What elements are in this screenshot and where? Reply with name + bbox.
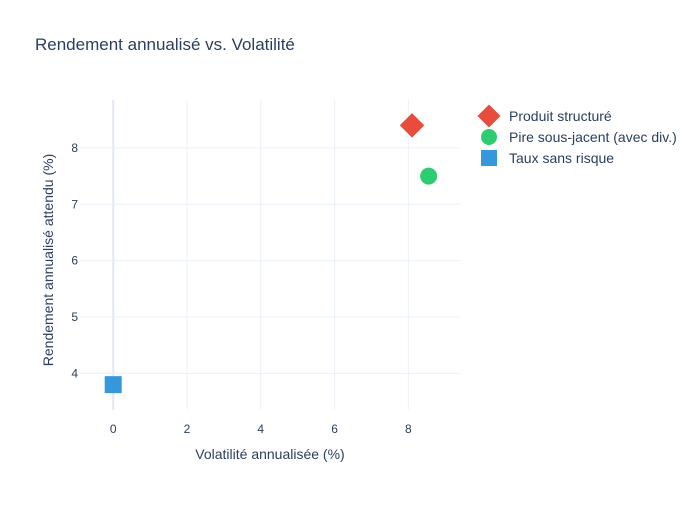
y-tick-label: 5 bbox=[71, 310, 78, 324]
x-tick-label: 2 bbox=[184, 422, 191, 436]
legend[interactable]: Produit structuré Pire sous-jacent (avec … bbox=[477, 104, 677, 166]
x-tick-label: 4 bbox=[257, 422, 264, 436]
tick-labels: 0 2 4 6 8 4 5 6 7 8 bbox=[71, 141, 412, 436]
y-tick-label: 4 bbox=[71, 366, 78, 380]
x-tick-label: 6 bbox=[331, 422, 338, 436]
legend-label: Taux sans risque bbox=[509, 150, 614, 166]
legend-label: Produit structuré bbox=[509, 108, 612, 124]
chart-title: Rendement annualisé vs. Volatilité bbox=[35, 35, 295, 54]
diamond-marker bbox=[399, 113, 425, 138]
legend-square-icon bbox=[481, 150, 497, 166]
legend-label: Pire sous-jacent (avec div.) bbox=[509, 129, 677, 145]
legend-circle-icon bbox=[481, 129, 497, 145]
x-tick-label: 8 bbox=[405, 422, 412, 436]
circle-marker bbox=[420, 167, 438, 185]
y-tick-label: 8 bbox=[71, 141, 78, 155]
legend-item[interactable]: Pire sous-jacent (avec div.) bbox=[481, 129, 677, 145]
legend-item[interactable]: Taux sans risque bbox=[481, 150, 614, 166]
gridlines bbox=[80, 100, 460, 410]
y-tick-label: 6 bbox=[71, 254, 78, 268]
x-tick-label: 0 bbox=[110, 422, 117, 436]
legend-item[interactable]: Produit structuré bbox=[477, 104, 612, 128]
legend-diamond-icon bbox=[477, 104, 501, 128]
data-points bbox=[104, 113, 438, 394]
square-marker bbox=[104, 376, 122, 394]
y-tick-label: 7 bbox=[71, 197, 78, 211]
x-axis-title: Volatilité annualisée (%) bbox=[195, 446, 344, 462]
y-axis-title: Rendement annualisé attendu (%) bbox=[40, 154, 56, 366]
